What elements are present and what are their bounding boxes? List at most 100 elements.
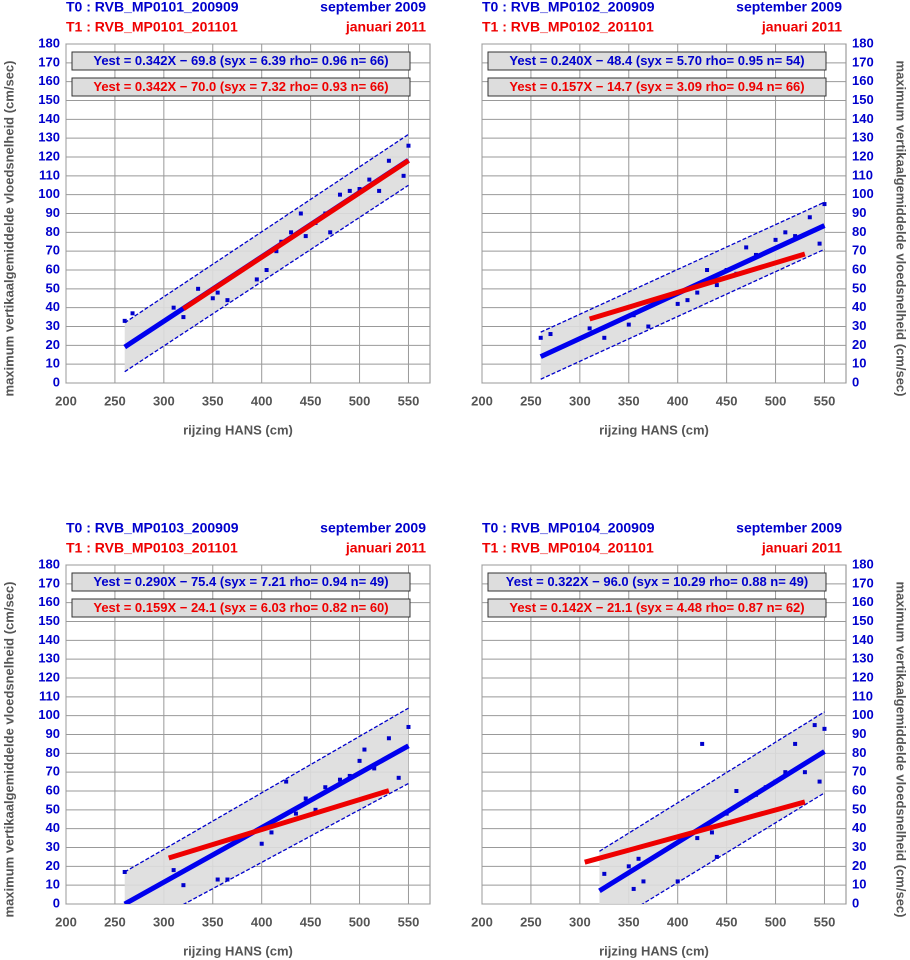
y-tick-label: 140 xyxy=(852,111,874,126)
x-tick-label: 500 xyxy=(349,914,371,929)
y-tick-label: 100 xyxy=(38,707,60,722)
y-tick-label: 180 xyxy=(852,35,874,50)
x-tick-label: 250 xyxy=(104,393,126,408)
data-point xyxy=(822,202,827,207)
y-tick-label: 130 xyxy=(38,651,60,666)
y-tick-label: 20 xyxy=(46,858,60,873)
series-date: september 2009 xyxy=(320,520,426,536)
x-tick-label: 200 xyxy=(55,393,77,408)
y-tick-label: 140 xyxy=(852,632,874,647)
y-tick-label: 170 xyxy=(38,575,60,590)
data-point xyxy=(130,311,135,316)
x-tick-label: 500 xyxy=(765,393,787,408)
equation-box xyxy=(71,51,411,71)
y-tick-label: 150 xyxy=(38,613,60,628)
data-point xyxy=(817,241,822,246)
data-point xyxy=(744,245,749,250)
data-point xyxy=(357,758,362,763)
y-tick-label: 160 xyxy=(852,73,874,88)
data-point xyxy=(406,724,411,729)
y-tick-label: 90 xyxy=(852,726,866,741)
y-axis-title: maximum vertikaalgemiddelde vloedsnelhei… xyxy=(1,61,16,397)
data-point xyxy=(793,741,798,746)
series-date: januari 2011 xyxy=(761,540,842,556)
y-tick-label: 50 xyxy=(46,801,60,816)
data-point xyxy=(700,741,705,746)
y-tick-label: 110 xyxy=(852,688,873,703)
y-tick-label: 90 xyxy=(852,205,866,220)
y-tick-label: 130 xyxy=(38,130,60,145)
equation-box xyxy=(71,77,411,97)
y-tick-label: 150 xyxy=(852,613,874,628)
regression-line xyxy=(168,788,390,861)
y-tick-label: 150 xyxy=(38,92,60,107)
confidence-band xyxy=(124,708,409,904)
data-point xyxy=(357,187,362,192)
regression-line xyxy=(584,799,806,865)
y-tick-label: 90 xyxy=(46,726,60,741)
data-point xyxy=(714,854,719,859)
data-point xyxy=(181,315,186,320)
y-tick-label: 140 xyxy=(38,111,60,126)
series-id: T0 : RVB_MP0104_200909 xyxy=(482,520,655,536)
data-point xyxy=(709,830,714,835)
y-tick-label: 130 xyxy=(852,130,874,145)
series-id: T1 : RVB_MP0102_201101 xyxy=(482,19,654,35)
y-tick-label: 160 xyxy=(38,73,60,88)
y-tick-label: 10 xyxy=(852,877,866,892)
regression-line xyxy=(123,743,410,904)
x-tick-label: 550 xyxy=(398,393,420,408)
equation-box xyxy=(71,572,411,592)
y-axis-title: maximum vertikaalgemiddelde vloedsnelhei… xyxy=(1,582,16,918)
y-tick-label: 170 xyxy=(852,54,874,69)
band-edge xyxy=(540,248,825,380)
y-tick-label: 10 xyxy=(852,356,866,371)
data-point xyxy=(372,766,377,771)
regression-line xyxy=(588,251,806,322)
data-point xyxy=(822,726,827,731)
y-tick-label: 150 xyxy=(852,92,874,107)
data-point xyxy=(293,811,298,816)
data-point xyxy=(734,789,739,793)
data-point xyxy=(347,188,352,193)
x-tick-label: 350 xyxy=(618,914,640,929)
data-point xyxy=(695,836,700,841)
equation: Yest = 0.157X − 14.7 (syx = 3.09 rho= 0.… xyxy=(509,79,804,94)
equation-box xyxy=(487,51,827,71)
y-tick-label: 90 xyxy=(46,205,60,220)
data-point xyxy=(812,723,817,728)
data-point xyxy=(225,877,230,882)
data-point xyxy=(210,296,215,301)
equation-box xyxy=(487,598,827,618)
data-point xyxy=(254,277,259,282)
y-tick-label: 70 xyxy=(852,764,866,779)
data-point xyxy=(303,796,308,801)
data-point xyxy=(406,143,411,148)
y-tick-label: 20 xyxy=(852,337,866,352)
series-id: T1 : RVB_MP0103_201101 xyxy=(66,540,238,556)
y-tick-label: 0 xyxy=(53,374,60,389)
equation: Yest = 0.342X − 70.0 (syx = 7.32 rho= 0.… xyxy=(93,79,388,94)
data-point xyxy=(548,332,553,337)
y-tick-label: 0 xyxy=(53,895,60,910)
panel: 0 10 20 30 40 50 60 70 80 90 100 110 120 130 140 150 160… xyxy=(471,520,908,959)
plot-content xyxy=(584,711,827,904)
x-axis-title: rijzing HANS (cm) xyxy=(599,943,709,958)
data-point xyxy=(602,871,607,876)
y-axis-title: maximum vertikaalgemiddelde vloedsnelhei… xyxy=(894,61,909,397)
series-id: T0 : RVB_MP0101_200909 xyxy=(66,0,239,15)
y-tick-label: 0 xyxy=(852,374,859,389)
band-edge xyxy=(124,707,409,873)
x-tick-label: 250 xyxy=(520,914,542,929)
x-tick-label: 550 xyxy=(814,914,836,929)
y-tick-label: 50 xyxy=(852,801,866,816)
y-tick-label: 160 xyxy=(852,594,874,609)
y-tick-label: 30 xyxy=(46,318,60,333)
data-point xyxy=(303,234,308,239)
y-tick-label: 120 xyxy=(852,669,874,684)
data-point xyxy=(783,230,788,235)
y-axis-title: maximum vertikaalgemiddelde vloedsnelhei… xyxy=(894,582,909,918)
data-point xyxy=(807,215,812,220)
y-tick-label: 60 xyxy=(46,782,60,797)
x-tick-label: 500 xyxy=(765,914,787,929)
